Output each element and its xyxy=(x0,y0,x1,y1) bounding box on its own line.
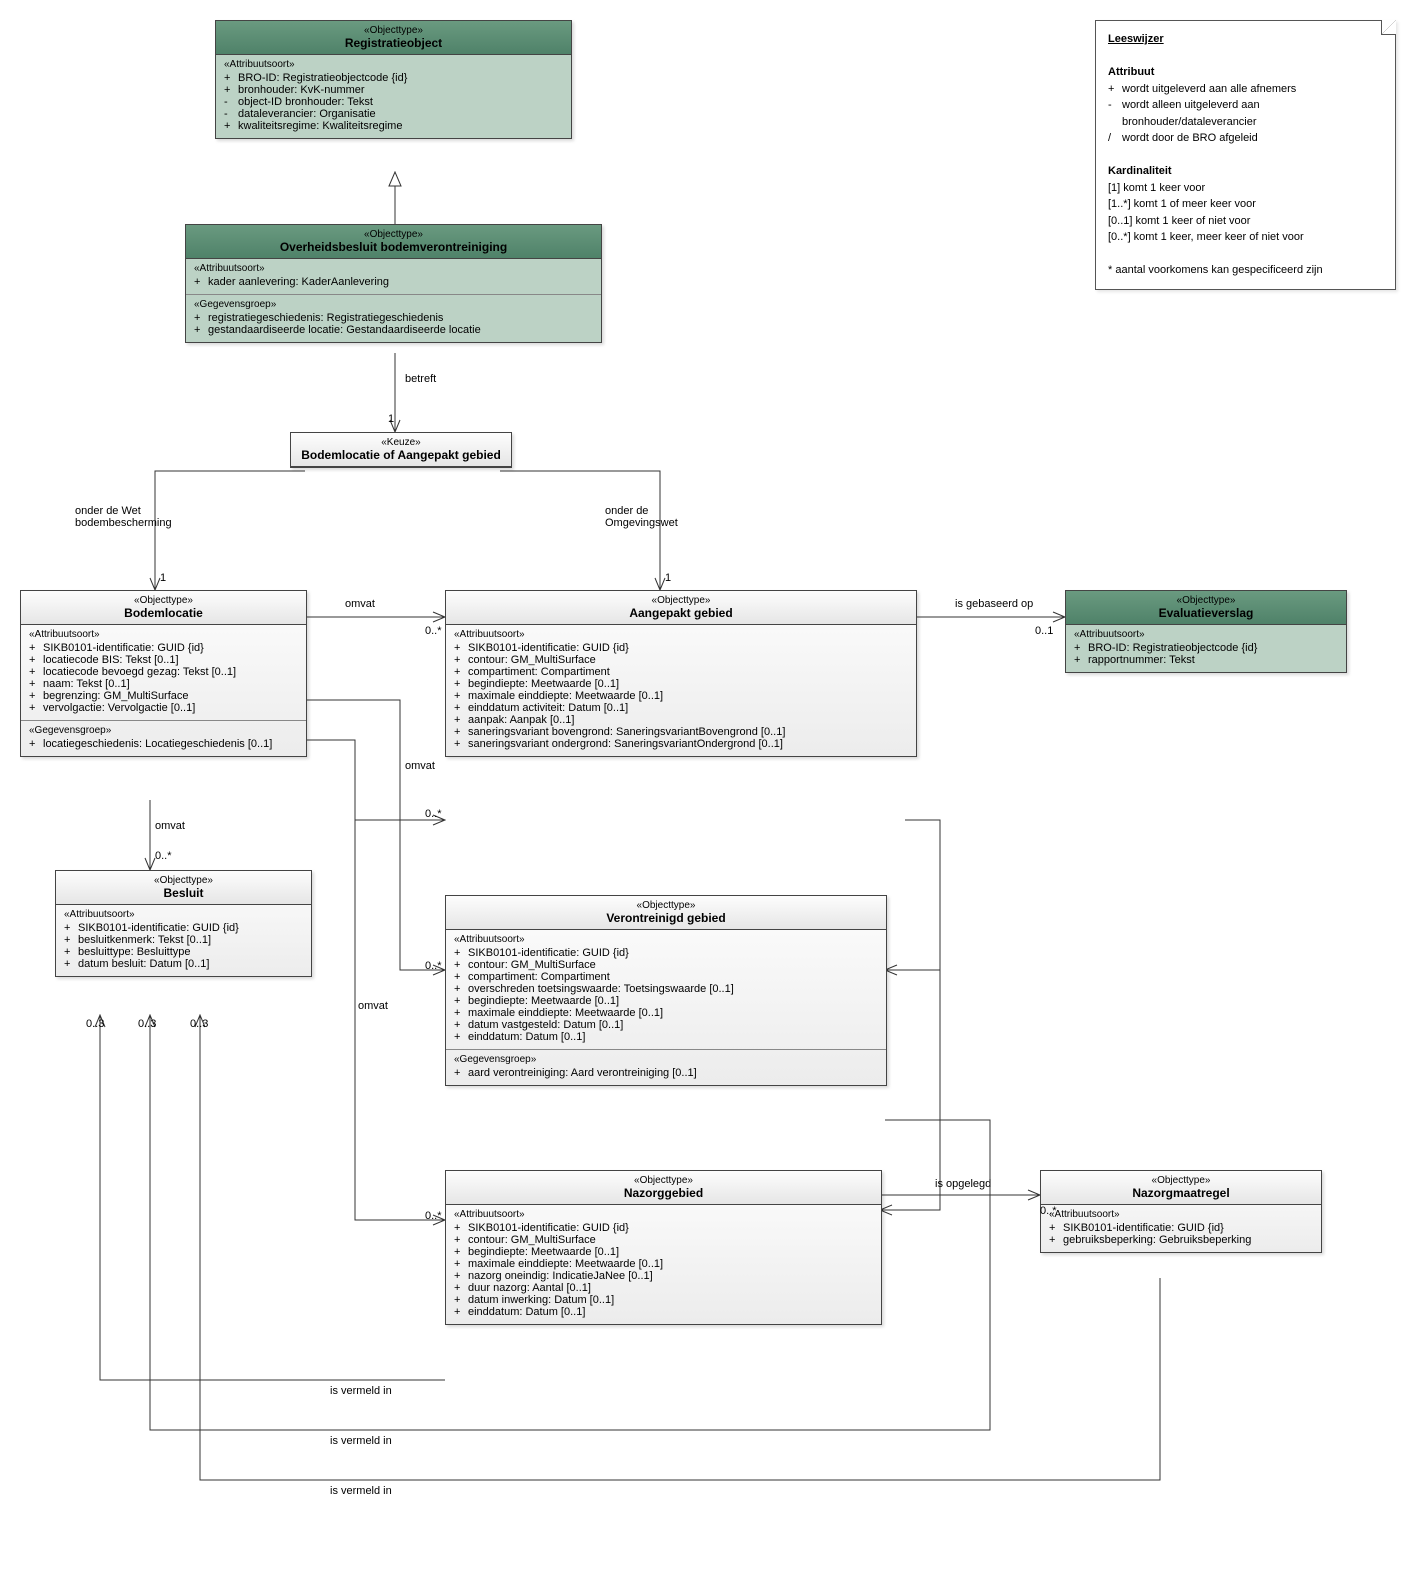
attribute-row: +vervolgactie: Vervolgactie [0..1] xyxy=(29,702,298,714)
class-aangepakt-gebied: «Objecttype»Aangepakt gebied «Attribuuts… xyxy=(445,590,917,757)
class-evaluatieverslag: «Objecttype»Evaluatieverslag «Attribuuts… xyxy=(1065,590,1347,673)
lbl-opgelegd: is opgelegd xyxy=(935,1178,991,1190)
class-registratieobject: «Objecttype»Registratieobject «Attribuut… xyxy=(215,20,572,139)
attribute-row: -object-ID bronhouder: Tekst xyxy=(224,96,563,108)
class-besluit: «Objecttype»Besluit «Attribuutsoort»+SIK… xyxy=(55,870,312,977)
legend-title: Leeswijzer xyxy=(1108,31,1383,48)
attribute-row: +bronhouder: KvK-nummer xyxy=(224,84,563,96)
attribute-row: +aanpak: Aanpak [0..1] xyxy=(454,714,908,726)
attribute-row: +maximale einddiepte: Meetwaarde [0..1] xyxy=(454,690,908,702)
attribute-row: +duur nazorg: Aantal [0..1] xyxy=(454,1282,873,1294)
attribute-row: +compartiment: Compartiment xyxy=(454,666,908,678)
class-keuze: «Keuze»Bodemlocatie of Aangepakt gebied xyxy=(290,432,512,468)
card-0s-3: 0..* xyxy=(425,960,442,972)
note-fold-icon xyxy=(1381,20,1396,35)
lbl-betreft: betreft xyxy=(405,373,436,385)
attribute-row: +compartiment: Compartiment xyxy=(454,971,878,983)
card-03-2: 0..3 xyxy=(138,1018,156,1030)
attribute-row: -dataleverancier: Organisatie xyxy=(224,108,563,120)
attribute-row: +BRO-ID: Registratieobjectcode {id} xyxy=(1074,642,1338,654)
card-1a: 1 xyxy=(388,413,394,425)
lbl-omvat-1: omvat xyxy=(345,598,375,610)
attribute-row: +begindiepte: Meetwaarde [0..1] xyxy=(454,678,908,690)
card-1b: 1 xyxy=(160,572,166,584)
lbl-gebaseerd: is gebaseerd op xyxy=(955,598,1033,610)
attribute-row: +besluitkenmerk: Tekst [0..1] xyxy=(64,934,303,946)
attribute-row: +saneringsvariant ondergrond: Saneringsv… xyxy=(454,738,908,750)
attribute-row: +datum besluit: Datum [0..1] xyxy=(64,958,303,970)
attribute-row: +begindiepte: Meetwaarde [0..1] xyxy=(454,1246,873,1258)
class-overheidsbesluit: «Objecttype»Overheidsbesluit bodemveront… xyxy=(185,224,602,343)
attribute-row: +contour: GM_MultiSurface xyxy=(454,959,878,971)
attribute-row: +aard verontreiniging: Aard verontreinig… xyxy=(454,1067,878,1079)
attribute-row: +overschreden toetsingswaarde: Toetsings… xyxy=(454,983,878,995)
attribute-row: +gestandaardiseerde locatie: Gestandaard… xyxy=(194,324,593,336)
attribute-row: +datum inwerking: Datum [0..1] xyxy=(454,1294,873,1306)
card-1c: 1 xyxy=(665,572,671,584)
attribute-row: +SIKB0101-identificatie: GUID {id} xyxy=(1049,1222,1313,1234)
card-03-3: 0..3 xyxy=(190,1018,208,1030)
card-03-1: 0..3 xyxy=(86,1018,104,1030)
attribute-row: +saneringsvariant bovengrond: Saneringsv… xyxy=(454,726,908,738)
attribute-row: +nazorg oneindig: IndicatieJaNee [0..1] xyxy=(454,1270,873,1282)
class-nazorggebied: «Objecttype»Nazorggebied «Attribuutsoort… xyxy=(445,1170,882,1325)
class-nazorgmaatregel: «Objecttype»Nazorgmaatregel «Attribuutso… xyxy=(1040,1170,1322,1253)
attribute-row: +SIKB0101-identificatie: GUID {id} xyxy=(454,642,908,654)
attribute-row: +einddatum: Datum [0..1] xyxy=(454,1306,873,1318)
attribute-row: +registratiegeschiedenis: Registratieges… xyxy=(194,312,593,324)
card-0s-4: 0..* xyxy=(425,1210,442,1222)
attribute-row: +naam: Tekst [0..1] xyxy=(29,678,298,690)
attribute-row: +einddatum activiteit: Datum [0..1] xyxy=(454,702,908,714)
lbl-onder-omg: onder de Omgevingswet xyxy=(605,505,678,529)
attribute-row: +einddatum: Datum [0..1] xyxy=(454,1031,878,1043)
legend-attr-head: Attribuut xyxy=(1108,64,1383,81)
attribute-row: +contour: GM_MultiSurface xyxy=(454,654,908,666)
legend-box: Leeswijzer Attribuut +wordt uitgeleverd … xyxy=(1095,20,1396,290)
attribute-row: +gebruiksbeperking: Gebruiksbeperking xyxy=(1049,1234,1313,1246)
class-bodemlocatie: «Objecttype»Bodemlocatie «Attribuutsoort… xyxy=(20,590,307,757)
attribute-row: +datum vastgesteld: Datum [0..1] xyxy=(454,1019,878,1031)
attribute-row: +SIKB0101-identificatie: GUID {id} xyxy=(454,1222,873,1234)
attribute-row: +maximale einddiepte: Meetwaarde [0..1] xyxy=(454,1007,878,1019)
card-0s-4b: 0..* xyxy=(425,808,442,820)
lbl-onder-wet: onder de Wet bodembescherming xyxy=(75,505,172,529)
attribute-row: +SIKB0101-identificatie: GUID {id} xyxy=(454,947,878,959)
attribute-row: +locatiegeschiedenis: Locatiegeschiedeni… xyxy=(29,738,298,750)
lbl-vermeld-2: is vermeld in xyxy=(330,1435,392,1447)
lbl-vermeld-1: is vermeld in xyxy=(330,1385,392,1397)
card-0s-5: 0..* xyxy=(1040,1205,1057,1217)
legend-kard-head: Kardinaliteit xyxy=(1108,163,1383,180)
attribute-row: +SIKB0101-identificatie: GUID {id} xyxy=(29,642,298,654)
class-verontreinigd-gebied: «Objecttype»Verontreinigd gebied «Attrib… xyxy=(445,895,887,1086)
lbl-vermeld-3: is vermeld in xyxy=(330,1485,392,1497)
lbl-omvat-3: omvat xyxy=(405,760,435,772)
attribute-row: +contour: GM_MultiSurface xyxy=(454,1234,873,1246)
lbl-omvat-4: omvat xyxy=(358,1000,388,1012)
attribute-row: +maximale einddiepte: Meetwaarde [0..1] xyxy=(454,1258,873,1270)
attribute-row: +kader aanlevering: KaderAanlevering xyxy=(194,276,593,288)
attribute-row: +besluittype: Besluittype xyxy=(64,946,303,958)
card-0s-2: 0..* xyxy=(155,850,172,862)
lbl-omvat-2: omvat xyxy=(155,820,185,832)
card-01: 0..1 xyxy=(1035,625,1053,637)
attribute-row: +BRO-ID: Registratieobjectcode {id} xyxy=(224,72,563,84)
attribute-row: +locatiecode BIS: Tekst [0..1] xyxy=(29,654,298,666)
attribute-row: +SIKB0101-identificatie: GUID {id} xyxy=(64,922,303,934)
attribute-row: +begrenzing: GM_MultiSurface xyxy=(29,690,298,702)
card-0s-1: 0..* xyxy=(425,625,442,637)
attribute-row: +locatiecode bevoegd gezag: Tekst [0..1] xyxy=(29,666,298,678)
attribute-row: +rapportnummer: Tekst xyxy=(1074,654,1338,666)
attribute-row: +begindiepte: Meetwaarde [0..1] xyxy=(454,995,878,1007)
attribute-row: +kwaliteitsregime: Kwaliteitsregime xyxy=(224,120,563,132)
